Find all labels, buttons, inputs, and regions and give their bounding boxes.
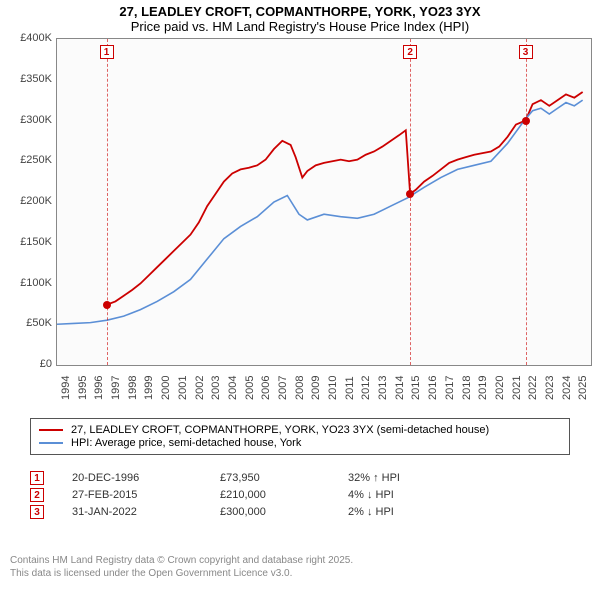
- x-tick-label: 2025: [577, 388, 589, 400]
- x-tick-label: 2004: [227, 388, 239, 400]
- sale-diff: 4% ↓ HPI: [348, 489, 448, 501]
- x-tick-label: 1994: [60, 388, 72, 400]
- sale-price: £73,950: [220, 472, 320, 484]
- y-tick-label: £400K: [6, 32, 52, 44]
- sale-vline: [410, 39, 411, 365]
- y-tick-label: £200K: [6, 195, 52, 207]
- x-tick-label: 2011: [344, 388, 356, 400]
- x-tick-label: 1996: [93, 388, 105, 400]
- x-tick-label: 2008: [294, 388, 306, 400]
- sale-price: £210,000: [220, 489, 320, 501]
- y-tick-label: £300K: [6, 114, 52, 126]
- x-tick-label: 2020: [494, 388, 506, 400]
- legend: 27, LEADLEY CROFT, COPMANTHORPE, YORK, Y…: [30, 418, 570, 455]
- x-tick-label: 2010: [327, 388, 339, 400]
- x-tick-label: 1997: [110, 388, 122, 400]
- sale-dot: [406, 190, 414, 198]
- x-tick-label: 2024: [561, 388, 573, 400]
- legend-swatch: [39, 442, 63, 444]
- legend-item: HPI: Average price, semi-detached house,…: [39, 437, 561, 449]
- y-tick-label: £250K: [6, 154, 52, 166]
- sale-dot: [522, 117, 530, 125]
- plot-area: 1 2 3: [56, 38, 592, 366]
- x-tick-label: 2022: [527, 388, 539, 400]
- x-tick-label: 2014: [394, 388, 406, 400]
- x-tick-label: 2018: [461, 388, 473, 400]
- sale-row-marker: 2: [30, 488, 44, 502]
- legend-label: HPI: Average price, semi-detached house,…: [71, 437, 301, 449]
- legend-label: 27, LEADLEY CROFT, COPMANTHORPE, YORK, Y…: [71, 424, 489, 436]
- sale-dot: [103, 301, 111, 309]
- sale-row-marker: 3: [30, 505, 44, 519]
- sale-row-marker: 1: [30, 471, 44, 485]
- x-tick-label: 2007: [277, 388, 289, 400]
- sale-marker-box: 1: [100, 45, 114, 59]
- x-tick-label: 2009: [310, 388, 322, 400]
- sale-row: 1 20-DEC-1996 £73,950 32% ↑ HPI: [30, 471, 448, 485]
- x-tick-label: 2003: [210, 388, 222, 400]
- y-tick-label: £350K: [6, 73, 52, 85]
- x-tick-label: 1999: [143, 388, 155, 400]
- sale-row: 3 31-JAN-2022 £300,000 2% ↓ HPI: [30, 505, 448, 519]
- footnote: Contains HM Land Registry data © Crown c…: [10, 554, 353, 580]
- footnote-line2: This data is licensed under the Open Gov…: [10, 567, 353, 580]
- x-tick-label: 2015: [410, 388, 422, 400]
- title-block: 27, LEADLEY CROFT, COPMANTHORPE, YORK, Y…: [0, 0, 600, 34]
- x-tick-label: 2006: [260, 388, 272, 400]
- x-tick-label: 1998: [127, 388, 139, 400]
- chart-area: 1 2 3 £0 £50K £100K £150K £200K £250K £300K £350K…: [6, 38, 594, 408]
- legend-swatch: [39, 429, 63, 431]
- chart-svg: [57, 39, 591, 365]
- sale-marker-box: 3: [519, 45, 533, 59]
- sales-table: 1 20-DEC-1996 £73,950 32% ↑ HPI 2 27-FEB-2015…: [30, 468, 448, 522]
- x-tick-label: 2016: [427, 388, 439, 400]
- x-tick-label: 2017: [444, 388, 456, 400]
- sale-date: 27-FEB-2015: [72, 489, 192, 501]
- sale-date: 20-DEC-1996: [72, 472, 192, 484]
- x-tick-label: 2000: [160, 388, 172, 400]
- x-tick-label: 1995: [77, 388, 89, 400]
- x-tick-label: 2012: [360, 388, 372, 400]
- sale-marker-box: 2: [403, 45, 417, 59]
- chart-container: 27, LEADLEY CROFT, COPMANTHORPE, YORK, Y…: [0, 0, 600, 590]
- sale-diff: 32% ↑ HPI: [348, 472, 448, 484]
- y-tick-label: £150K: [6, 236, 52, 248]
- x-tick-label: 2023: [544, 388, 556, 400]
- y-tick-label: £100K: [6, 277, 52, 289]
- x-tick-label: 2005: [244, 388, 256, 400]
- x-tick-label: 2002: [194, 388, 206, 400]
- sale-vline: [107, 39, 108, 365]
- x-tick-label: 2001: [177, 388, 189, 400]
- title-subtitle: Price paid vs. HM Land Registry's House …: [0, 19, 600, 34]
- legend-item: 27, LEADLEY CROFT, COPMANTHORPE, YORK, Y…: [39, 424, 561, 436]
- y-tick-label: £0: [6, 358, 52, 370]
- x-tick-label: 2021: [511, 388, 523, 400]
- y-tick-label: £50K: [6, 317, 52, 329]
- x-tick-label: 2013: [377, 388, 389, 400]
- sale-diff: 2% ↓ HPI: [348, 506, 448, 518]
- sale-row: 2 27-FEB-2015 £210,000 4% ↓ HPI: [30, 488, 448, 502]
- sale-date: 31-JAN-2022: [72, 506, 192, 518]
- title-address: 27, LEADLEY CROFT, COPMANTHORPE, YORK, Y…: [0, 4, 600, 19]
- sale-vline: [526, 39, 527, 365]
- series-line: [107, 92, 583, 305]
- series-line: [57, 100, 583, 324]
- x-tick-label: 2019: [477, 388, 489, 400]
- sale-price: £300,000: [220, 506, 320, 518]
- footnote-line1: Contains HM Land Registry data © Crown c…: [10, 554, 353, 567]
